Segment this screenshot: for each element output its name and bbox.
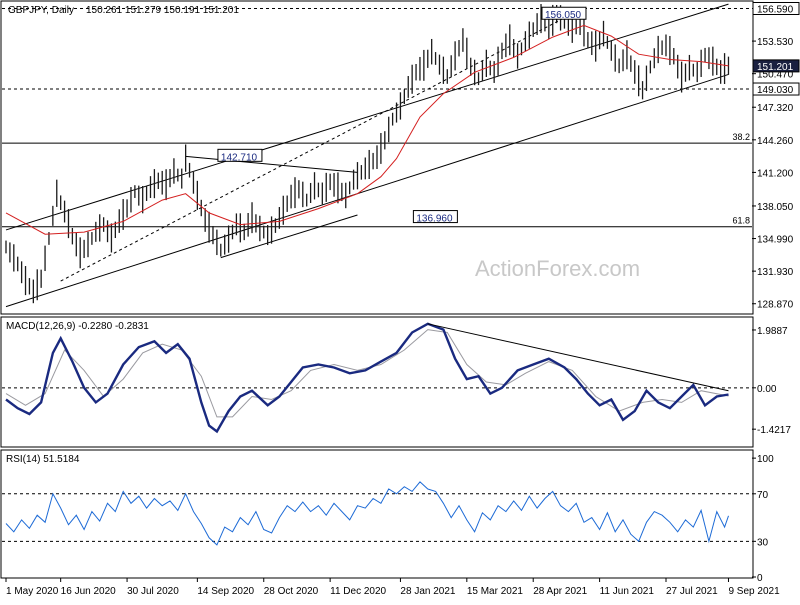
xtick-label: 15 Mar 2021 [467,586,524,597]
price-tag-box [752,59,800,73]
price-tag-label: 156.590 [757,4,794,15]
price-trendline [60,13,573,282]
ytick-label: 150.470 [757,70,794,81]
xtick-label: 27 Jul 2021 [666,586,718,597]
rsi-panel: 100 70 30 0 [2,454,774,584]
price-tag-box [752,1,800,15]
rsi-panel-title: RSI(14) 51.5184 [6,454,80,465]
price-panel: 38.2 61.8 156.050 142.710 136.960 128.870 131.… [2,1,800,311]
moving-average-line [5,24,729,235]
ytick-label: 153.530 [757,37,794,48]
price-trendline [185,155,358,173]
ytick-label: 134.990 [757,235,794,246]
xtick-label: 14 Sep 2020 [197,586,254,597]
xtick-label: 9 Sep 2021 [728,586,780,597]
price-trendline [5,73,729,308]
ytick-label: 0.00 [757,384,777,395]
price-trendline [5,3,729,231]
price-tag-box [752,82,800,96]
ytick-label: 70 [757,490,769,501]
price-annotation-box [412,210,458,224]
price-panel-title: GBPJPY, Daily [8,5,74,16]
ytick-label: 144.260 [757,136,794,147]
xtick-label: 16 Jun 2020 [61,586,116,597]
ytick-label: 0 [757,573,763,584]
price-tag-label: 151.201 [757,62,794,73]
xtick-label: 1 May 2020 [6,586,59,597]
fib-level-label: 61.8 [732,216,750,226]
ytick-label: 141.200 [757,168,794,179]
rsi-panel-frame [0,449,754,579]
price-tag-label: 149.030 [757,85,794,96]
rsi-line [5,481,729,546]
macd-panel: 1.9887 0.00 -1.4217 [2,322,791,436]
price-bars [5,4,730,304]
price-annotation-box [217,148,263,162]
price-annotation-label: 156.050 [545,10,582,21]
ytick-label: 100 [757,454,774,465]
price-annotation-label: 136.960 [416,214,453,225]
ytick-label: 138.050 [757,202,794,213]
price-annotation-label: 142.710 [221,152,258,163]
macd-signal-line [5,329,729,418]
watermark-text: ActionForex.com [475,256,640,281]
xtick-label: 11 Dec 2020 [330,586,386,597]
macd-panel-title: MACD(12,26,9) -0.2280 -0.2831 [6,321,149,332]
ytick-label: 30 [757,537,769,548]
ytick-label: 131.930 [757,267,794,278]
xtick-label: 30 Jul 2020 [127,586,179,597]
ytick-label: 1.9887 [757,326,788,337]
x-axis: 1 May 2020 16 Jun 2020 30 Jul 2020 14 Sep 2… [5,578,780,597]
xtick-label: 28 Jan 2021 [400,586,455,597]
macd-trendline [427,323,729,392]
price-trendline [220,214,358,259]
macd-line [5,322,729,434]
price-ohlc-readout: 150.261 151.279 150.191 151.201 [86,5,239,16]
ytick-label: -1.4217 [757,425,791,436]
xtick-label: 28 Oct 2020 [264,586,319,597]
ytick-label: 147.320 [757,103,794,114]
xtick-label: 11 Jun 2021 [600,586,655,597]
macd-panel-frame [0,316,754,448]
ytick-label: 128.870 [757,300,794,311]
xtick-label: 28 Apr 2021 [533,586,587,597]
fib-level-label: 38.2 [732,132,750,142]
price-annotation-box [541,6,587,20]
